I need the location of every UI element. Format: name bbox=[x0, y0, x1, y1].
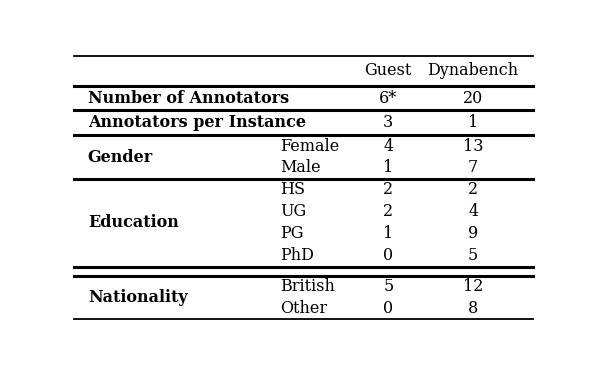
Text: Number of Annotators: Number of Annotators bbox=[88, 90, 289, 106]
Text: Annotators per Instance: Annotators per Instance bbox=[88, 114, 305, 131]
Text: PhD: PhD bbox=[281, 247, 314, 264]
Text: Gender: Gender bbox=[88, 149, 153, 165]
Text: 20: 20 bbox=[463, 90, 483, 106]
Text: 0: 0 bbox=[383, 247, 393, 264]
Text: Female: Female bbox=[281, 138, 340, 154]
Text: 1: 1 bbox=[383, 160, 394, 176]
Text: 2: 2 bbox=[383, 203, 393, 220]
Text: 4: 4 bbox=[468, 203, 478, 220]
Text: 6*: 6* bbox=[379, 90, 397, 106]
Text: Nationality: Nationality bbox=[88, 289, 188, 306]
Text: 12: 12 bbox=[463, 278, 483, 295]
Text: 2: 2 bbox=[468, 181, 478, 199]
Text: Other: Other bbox=[281, 300, 327, 317]
Text: HS: HS bbox=[281, 181, 305, 199]
Text: Guest: Guest bbox=[365, 62, 412, 79]
Text: Male: Male bbox=[281, 160, 321, 176]
Text: PG: PG bbox=[281, 225, 304, 242]
Text: 5: 5 bbox=[468, 247, 478, 264]
Text: 3: 3 bbox=[383, 114, 394, 131]
Text: 0: 0 bbox=[383, 300, 393, 317]
Text: 9: 9 bbox=[468, 225, 478, 242]
Text: Education: Education bbox=[88, 214, 179, 231]
Text: 2: 2 bbox=[383, 181, 393, 199]
Text: 4: 4 bbox=[383, 138, 393, 154]
Text: 7: 7 bbox=[468, 160, 478, 176]
Text: British: British bbox=[281, 278, 335, 295]
Text: 8: 8 bbox=[468, 300, 478, 317]
Text: 1: 1 bbox=[383, 225, 394, 242]
Text: UG: UG bbox=[281, 203, 307, 220]
Text: Dynabench: Dynabench bbox=[427, 62, 519, 79]
Text: 1: 1 bbox=[468, 114, 478, 131]
Text: 5: 5 bbox=[383, 278, 394, 295]
Text: 13: 13 bbox=[463, 138, 484, 154]
